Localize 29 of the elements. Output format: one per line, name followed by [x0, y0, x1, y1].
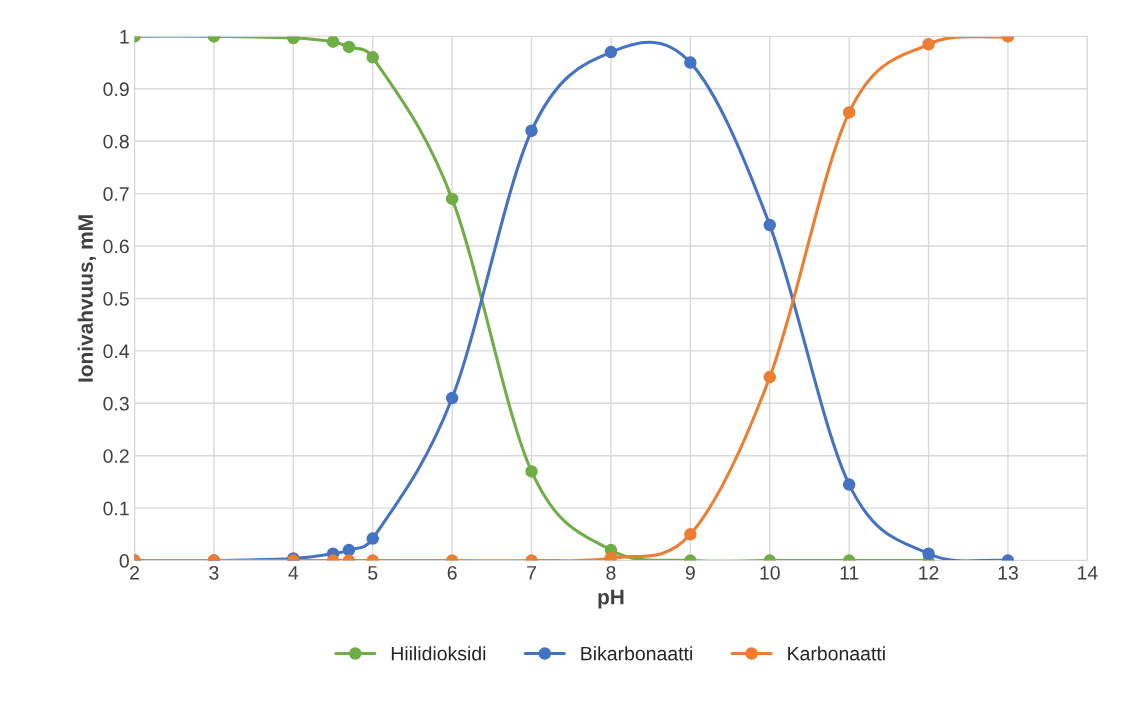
y-tick-label: 1 — [120, 30, 129, 44]
x-tick-label: 3 — [209, 565, 219, 580]
x-tick-label: 12 — [919, 565, 939, 580]
x-tick-label: 7 — [527, 566, 536, 580]
y-tick-label: 0 — [119, 554, 129, 568]
x-tick-label: 10 — [760, 565, 780, 580]
y-tick-label: 0.7 — [103, 187, 129, 201]
y-tick-label: 0.9 — [103, 82, 129, 97]
x-tick-label: 11 — [840, 566, 859, 580]
y-tick-label: 0.5 — [103, 291, 129, 306]
x-tick-label: 2 — [130, 565, 139, 580]
x-tick-label: 6 — [447, 565, 457, 580]
legend-label: Bikarbonaatti — [581, 646, 692, 661]
x-tick-label: 14 — [1078, 566, 1098, 580]
x-tick-label: 4 — [288, 566, 299, 580]
x-tick-label: 5 — [368, 566, 378, 580]
y-tick-label: 0.3 — [103, 396, 129, 411]
y-axis-title: Ionivahvuus, mM — [77, 215, 96, 382]
y-tick-label: 0.6 — [103, 239, 129, 254]
x-tick-label: 13 — [998, 565, 1018, 580]
legend-label: Karbonaatti — [788, 646, 885, 661]
y-tick-label: 0.2 — [103, 449, 129, 463]
y-tick-label: 0.4 — [103, 344, 130, 359]
y-tick-label: 0.8 — [103, 134, 129, 149]
legend-label: Hiilidioksidi — [391, 646, 486, 661]
y-tick-label: 0.1 — [103, 501, 129, 516]
x-axis-title: pH — [598, 589, 624, 609]
x-tick-label: 9 — [685, 565, 695, 580]
x-tick-label: 8 — [606, 565, 616, 580]
